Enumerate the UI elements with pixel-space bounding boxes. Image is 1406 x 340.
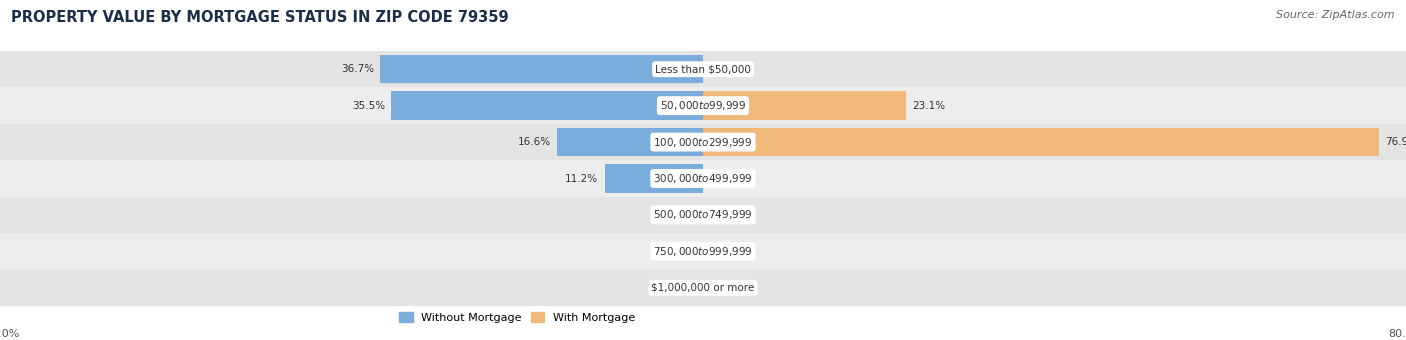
Text: 35.5%: 35.5% bbox=[352, 101, 385, 111]
Text: $50,000 to $99,999: $50,000 to $99,999 bbox=[659, 99, 747, 112]
Text: $100,000 to $299,999: $100,000 to $299,999 bbox=[654, 136, 752, 149]
Text: $750,000 to $999,999: $750,000 to $999,999 bbox=[654, 245, 752, 258]
Bar bbox=[0, 87, 1406, 124]
Text: 0.0%: 0.0% bbox=[709, 173, 735, 184]
Text: 0.0%: 0.0% bbox=[709, 210, 735, 220]
Text: $300,000 to $499,999: $300,000 to $499,999 bbox=[654, 172, 752, 185]
Text: 0.0%: 0.0% bbox=[671, 283, 697, 293]
Text: 0.0%: 0.0% bbox=[709, 283, 735, 293]
Legend: Without Mortgage, With Mortgage: Without Mortgage, With Mortgage bbox=[399, 312, 636, 323]
Text: 76.9%: 76.9% bbox=[1385, 137, 1406, 147]
Text: 0.0%: 0.0% bbox=[709, 246, 735, 256]
Text: Less than $50,000: Less than $50,000 bbox=[655, 64, 751, 74]
Text: Source: ZipAtlas.com: Source: ZipAtlas.com bbox=[1277, 10, 1395, 20]
Bar bbox=[703, 128, 1379, 156]
Bar bbox=[0, 124, 1406, 160]
Bar bbox=[381, 55, 703, 83]
Text: PROPERTY VALUE BY MORTGAGE STATUS IN ZIP CODE 79359: PROPERTY VALUE BY MORTGAGE STATUS IN ZIP… bbox=[11, 10, 509, 25]
Text: $1,000,000 or more: $1,000,000 or more bbox=[651, 283, 755, 293]
Bar bbox=[557, 128, 703, 156]
Bar bbox=[703, 91, 905, 120]
Text: 0.0%: 0.0% bbox=[671, 210, 697, 220]
Text: 0.0%: 0.0% bbox=[671, 246, 697, 256]
Bar bbox=[0, 233, 1406, 270]
Bar bbox=[0, 51, 1406, 87]
Bar bbox=[0, 197, 1406, 233]
Text: 16.6%: 16.6% bbox=[517, 137, 551, 147]
Text: 36.7%: 36.7% bbox=[342, 64, 374, 74]
Bar bbox=[0, 270, 1406, 306]
Text: 23.1%: 23.1% bbox=[912, 101, 945, 111]
Bar bbox=[605, 164, 703, 193]
Text: 11.2%: 11.2% bbox=[565, 173, 599, 184]
Text: $500,000 to $749,999: $500,000 to $749,999 bbox=[654, 208, 752, 221]
Text: 0.0%: 0.0% bbox=[709, 64, 735, 74]
Bar bbox=[0, 160, 1406, 197]
Bar bbox=[391, 91, 703, 120]
